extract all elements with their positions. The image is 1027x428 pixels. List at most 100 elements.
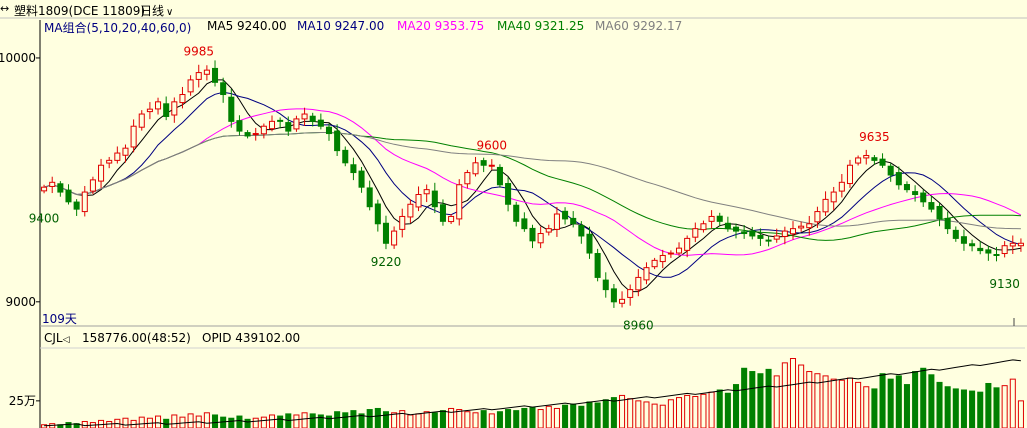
candle-body: [749, 230, 756, 237]
volume-bar: [977, 391, 984, 428]
candle-body: [146, 108, 153, 113]
candle-body: [537, 233, 544, 244]
candle-body: [789, 228, 797, 235]
volume-bar: [545, 405, 552, 428]
candle-body: [114, 152, 121, 161]
chart-frame: [0, 17, 1027, 428]
volume-bar: [969, 390, 976, 428]
volume-bar: [244, 418, 251, 428]
candle-body: [830, 191, 837, 203]
candle-body: [407, 203, 414, 218]
volume-bar: [1001, 385, 1008, 428]
volume-bar: [464, 411, 471, 428]
volume-bar: [627, 398, 634, 428]
volume-bar: [439, 410, 446, 428]
candle-body: [179, 94, 186, 104]
candle-body: [57, 183, 64, 193]
volume-bar: [570, 403, 577, 428]
candle-body: [358, 170, 365, 188]
candle-body: [773, 235, 780, 240]
opid-curve: [44, 359, 1021, 427]
volume-bar: [887, 378, 894, 428]
volume-bar: [309, 413, 316, 428]
candle-body: [415, 194, 422, 208]
ma5-label: MA5 9240.00: [207, 19, 287, 33]
candle-body: [155, 101, 162, 110]
volume-bar: [472, 412, 479, 428]
candle-body: [244, 132, 251, 137]
volume-bar: [268, 414, 276, 428]
title-bar: ↔ 塑料1809(DCE 11809) 日线 ∨: [0, 0, 1027, 18]
chevron-down-icon[interactable]: ∨: [166, 7, 174, 18]
volume-bars: [41, 358, 1024, 428]
candle-body: [700, 223, 707, 231]
candle-body: [610, 288, 617, 303]
volume-bar: [203, 412, 210, 428]
volume-bar: [724, 392, 731, 428]
volume-bar: [635, 400, 642, 428]
volume-bar: [293, 414, 300, 428]
volume-bar: [342, 412, 349, 428]
candle-body: [936, 205, 943, 220]
volume-bar: [236, 415, 243, 428]
opid-value: OPID 439102.00: [202, 331, 301, 345]
volume-bar: [317, 414, 324, 428]
period-label[interactable]: 日线: [140, 4, 165, 18]
candle-body: [667, 252, 674, 255]
cjl-label[interactable]: CJL: [44, 331, 63, 345]
candle-body: [741, 231, 748, 235]
candle-body: [171, 101, 178, 116]
volume-bar: [228, 417, 235, 428]
candle-body: [1009, 242, 1016, 247]
volume-bar: [1009, 378, 1016, 428]
candle-body: [98, 164, 105, 182]
volume-bar: [814, 373, 821, 428]
candle-body: [814, 211, 821, 223]
candle-body: [81, 191, 88, 213]
candle-body: [912, 191, 919, 196]
volume-bar: [822, 375, 829, 428]
candle-body: [439, 204, 446, 222]
candle-body: [586, 233, 593, 254]
indicator-selector[interactable]: CJL◁: [44, 331, 70, 345]
moving-average-lines: [43, 79, 1022, 293]
candle-body: [138, 113, 145, 128]
volume-bar: [855, 381, 862, 428]
candle-body: [285, 122, 292, 132]
candle-body: [260, 125, 267, 135]
candle-body: [692, 228, 699, 238]
volume-bar: [936, 381, 943, 428]
candle-body: [871, 157, 878, 161]
volume-bar: [928, 374, 935, 428]
volume-bar: [488, 413, 495, 428]
candle-body: [106, 159, 113, 164]
dropdown-arrow-icon[interactable]: ◁: [62, 335, 70, 345]
volume-bar: [521, 407, 528, 428]
candle-body: [464, 172, 471, 185]
ma-group-label[interactable]: MA组合(5,10,20,40,60,0): [44, 21, 192, 35]
volume-bar: [529, 406, 536, 428]
candle-body: [1001, 245, 1008, 255]
volume-bar: [749, 371, 756, 428]
candle-body: [277, 119, 284, 122]
double-arrow-icon[interactable]: ↔: [0, 2, 10, 15]
volume-bar: [789, 358, 797, 428]
volume-bar: [138, 416, 145, 428]
candle-body: [887, 165, 894, 176]
candle-body: [716, 215, 723, 222]
volume-bar: [659, 404, 666, 428]
candle-body: [472, 162, 479, 175]
candle-body: [374, 203, 381, 225]
candle-body: [602, 279, 609, 291]
volume-bar: [846, 377, 854, 428]
candle-body: [309, 115, 316, 122]
volume-bar: [643, 401, 650, 428]
candle-body: [448, 215, 455, 223]
candle-body: [325, 126, 333, 135]
candle-body: [651, 259, 658, 268]
volume-bar: [505, 409, 512, 428]
period-selector[interactable]: 日线 ∨: [140, 2, 173, 19]
candle-body: [350, 164, 357, 174]
